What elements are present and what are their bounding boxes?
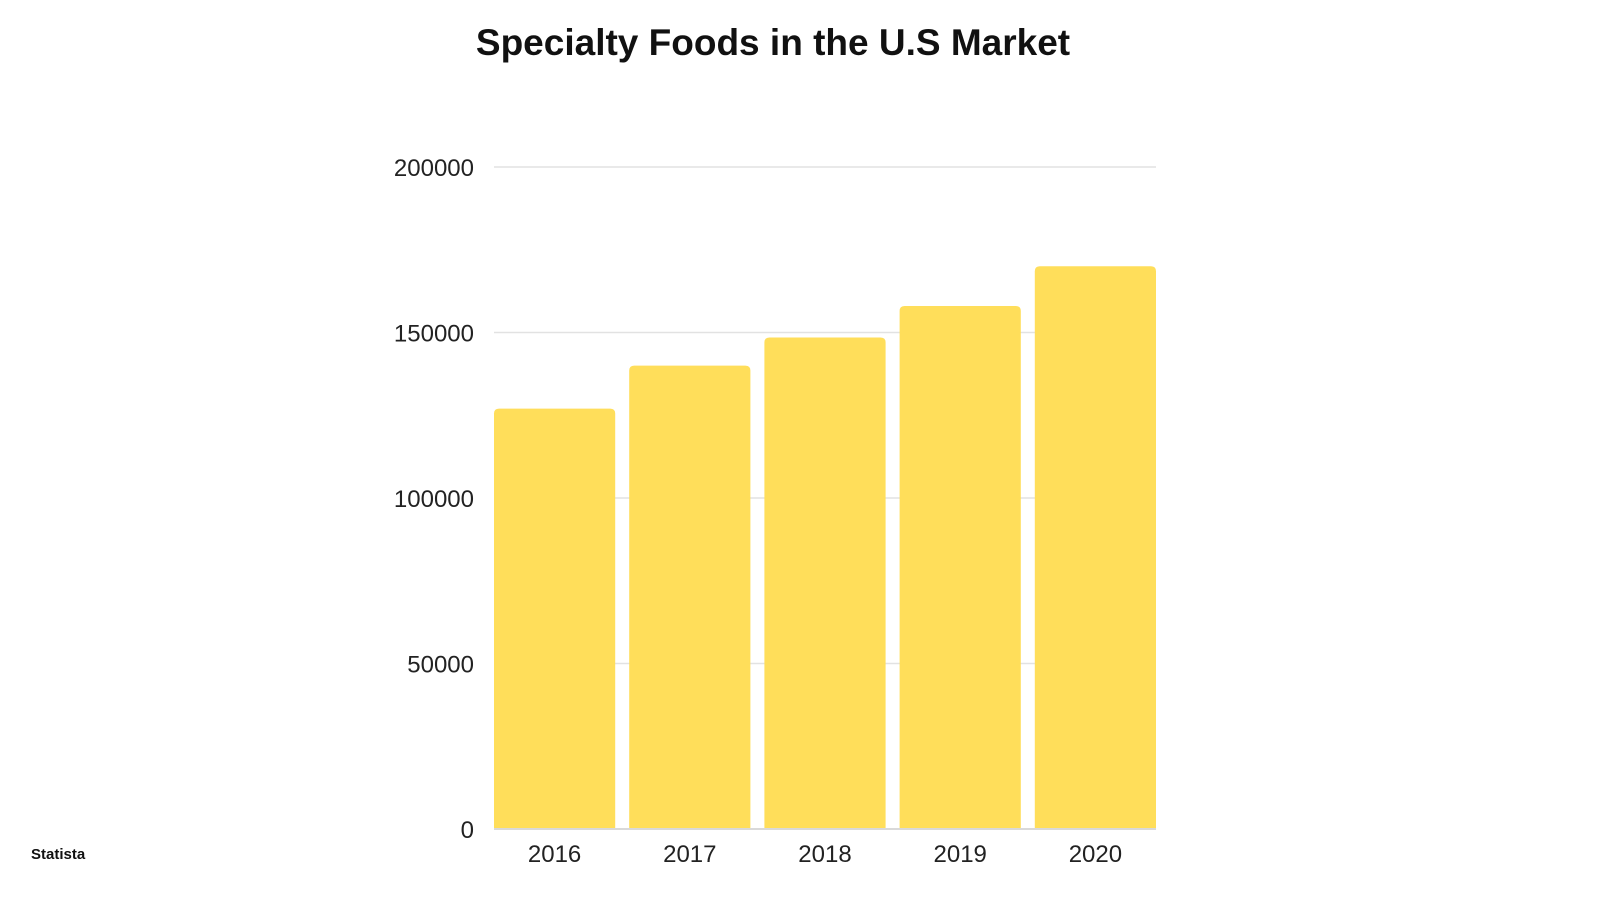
bar-2018 <box>764 337 886 829</box>
chart-title: Specialty Foods in the U.S Market <box>475 22 1071 63</box>
bar-2019 <box>899 306 1021 829</box>
source-label: Statista <box>31 846 86 863</box>
bar-2017 <box>629 365 751 829</box>
y-axis-ticks: 0 50000 100000 150000 200000 <box>394 155 474 844</box>
y-tick-label: 200000 <box>394 155 474 182</box>
x-tick-label: 2018 <box>798 841 851 868</box>
x-tick-label: 2017 <box>663 841 716 868</box>
bar-2016 <box>494 408 616 829</box>
x-tick-label: 2019 <box>934 841 987 868</box>
y-tick-label: 50000 <box>407 652 474 679</box>
bars <box>494 266 1156 829</box>
x-tick-label: 2020 <box>1069 841 1122 868</box>
y-tick-label: 100000 <box>394 486 474 513</box>
x-tick-label: 2016 <box>528 841 581 868</box>
bar-2020 <box>1034 266 1156 829</box>
y-tick-label: 150000 <box>394 321 474 348</box>
x-axis-ticks: 2016 2017 2018 2019 2020 <box>494 828 1156 868</box>
y-tick-label: 0 <box>461 817 474 844</box>
